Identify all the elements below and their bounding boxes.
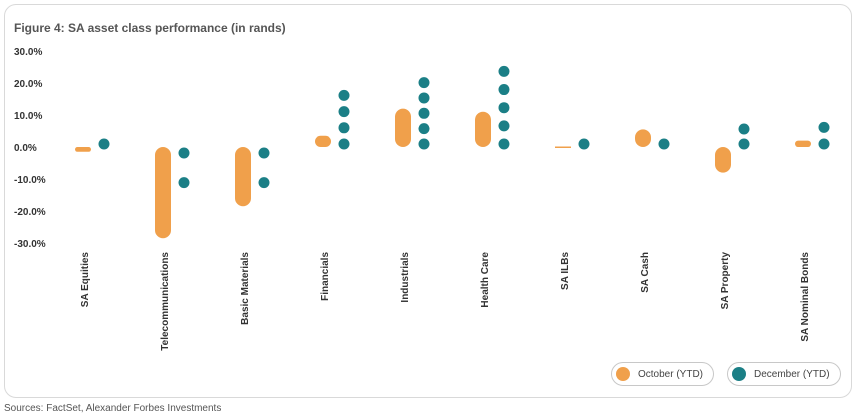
october-bar bbox=[315, 135, 331, 147]
december-dot bbox=[418, 123, 430, 135]
october-bar bbox=[635, 129, 651, 147]
december-dot bbox=[498, 84, 510, 96]
category-label: SA Cash bbox=[640, 252, 651, 293]
october-bar bbox=[155, 147, 171, 239]
legend-december-label: December (YTD) bbox=[754, 368, 830, 380]
october-bar bbox=[395, 108, 411, 147]
legend-october: October (YTD) bbox=[611, 362, 715, 386]
y-tick-label: 20.0% bbox=[14, 79, 42, 90]
december-dot bbox=[258, 177, 270, 189]
october-bar bbox=[475, 111, 491, 147]
legend-october-label: October (YTD) bbox=[638, 368, 704, 380]
category-label: SA Property bbox=[720, 252, 731, 310]
y-axis: 30.0% 20.0% 10.0% 0.0% -10.0% -20.0% -30.0% bbox=[14, 47, 46, 250]
category-label: SA Nominal Bonds bbox=[800, 252, 811, 342]
december-swatch bbox=[732, 367, 746, 381]
legend-december: December (YTD) bbox=[727, 362, 841, 386]
december-dot bbox=[338, 89, 350, 101]
october-bar bbox=[235, 147, 251, 207]
december-dot bbox=[98, 138, 110, 150]
december-dot bbox=[418, 107, 430, 119]
december-dot bbox=[818, 138, 830, 150]
category-label: Telecommunications bbox=[160, 252, 171, 351]
october-bar bbox=[555, 146, 571, 148]
october-bar bbox=[75, 147, 91, 152]
december-dot bbox=[338, 122, 350, 134]
december-dot bbox=[658, 138, 670, 150]
category-label: SA ILBs bbox=[560, 252, 571, 290]
y-tick-label: 30.0% bbox=[14, 47, 42, 58]
december-dot bbox=[418, 92, 430, 104]
y-tick-label: 10.0% bbox=[14, 111, 42, 122]
december-dots bbox=[98, 65, 830, 189]
y-tick-label: 0.0% bbox=[14, 143, 37, 154]
category-label: Financials bbox=[320, 252, 331, 301]
december-dot bbox=[258, 147, 270, 159]
october-bar bbox=[795, 140, 811, 147]
december-dot bbox=[498, 138, 510, 150]
category-label: SA Equities bbox=[80, 252, 91, 308]
category-label: Basic Materials bbox=[240, 252, 251, 325]
y-tick-label: -30.0% bbox=[14, 239, 46, 250]
december-dot bbox=[738, 138, 750, 150]
chart-title: Figure 4: SA asset class performance (in… bbox=[14, 21, 286, 35]
december-dot bbox=[418, 77, 430, 89]
december-dot bbox=[178, 147, 190, 159]
chart-card bbox=[4, 4, 852, 398]
x-axis: SA Equities Telecommunications Basic Mater… bbox=[80, 252, 811, 351]
december-dot bbox=[818, 121, 830, 133]
y-tick-label: -20.0% bbox=[14, 207, 46, 218]
december-dot bbox=[498, 65, 510, 77]
october-bar bbox=[715, 147, 731, 173]
december-dot bbox=[578, 138, 590, 150]
october-bars bbox=[75, 108, 811, 239]
december-dot bbox=[498, 120, 510, 132]
december-dot bbox=[178, 177, 190, 189]
december-dot bbox=[418, 138, 430, 150]
category-label: Industrials bbox=[400, 252, 411, 303]
december-dot bbox=[338, 106, 350, 118]
category-label: Health Care bbox=[480, 252, 491, 308]
december-dot bbox=[738, 123, 750, 135]
y-tick-label: -10.0% bbox=[14, 175, 46, 186]
december-dot bbox=[338, 138, 350, 150]
october-swatch bbox=[616, 367, 630, 381]
december-dot bbox=[498, 102, 510, 114]
source-note: Sources: FactSet, Alexander Forbes Inves… bbox=[4, 403, 222, 414]
